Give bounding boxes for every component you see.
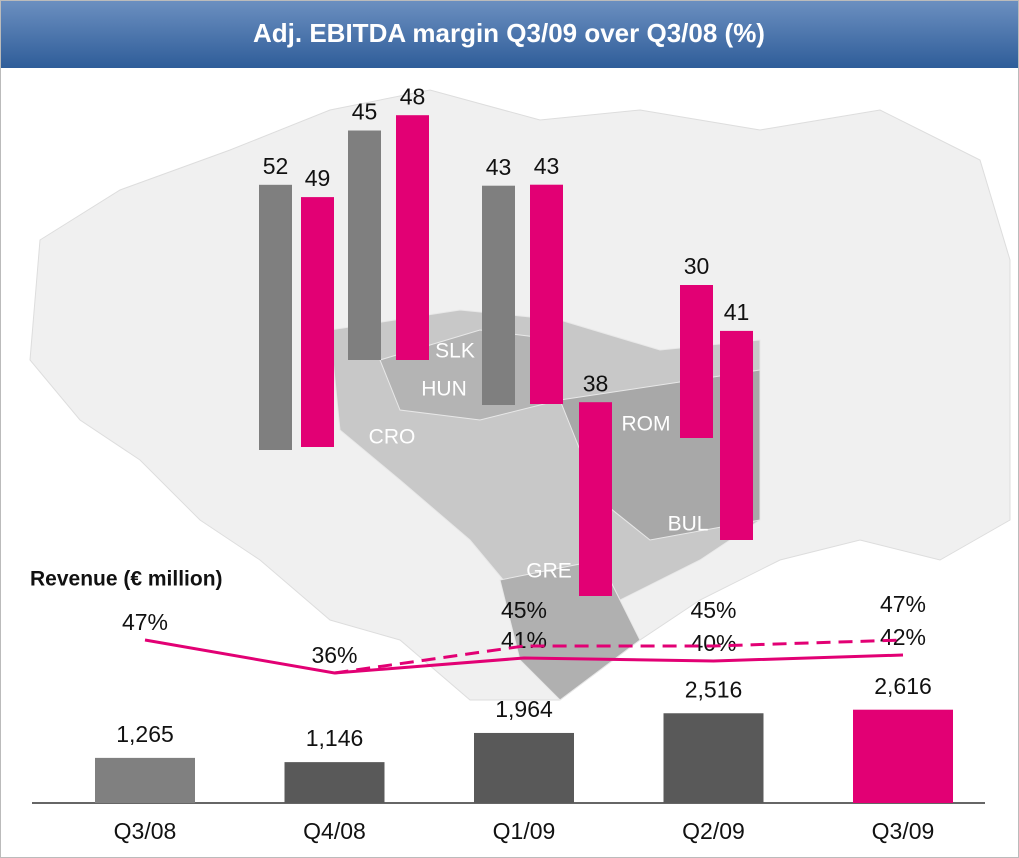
country-label: GRE [526, 560, 572, 583]
margin-bar [482, 185, 515, 405]
revenue-bar [663, 713, 764, 803]
x-tick-label: Q2/09 [682, 818, 745, 844]
margin-bar [301, 197, 334, 447]
revenue-label: 1,265 [116, 721, 174, 747]
country-label: BUL [668, 513, 709, 536]
margin-label: 41 [724, 299, 750, 325]
percent-label: 40% [690, 630, 736, 656]
percent-line [334, 638, 904, 675]
x-tick-label: Q3/09 [872, 818, 935, 844]
margin-label: 43 [486, 154, 512, 180]
percent-label: 47% [122, 609, 168, 635]
margin-label: 48 [400, 83, 426, 109]
margin-label: 30 [684, 253, 710, 279]
margin-label: 52 [263, 153, 289, 179]
percent-label: 47% [880, 591, 926, 617]
title-bar [1, 1, 1018, 68]
percent-label: 41% [501, 627, 547, 653]
margin-label: 49 [305, 165, 331, 191]
x-tick-label: Q4/08 [303, 818, 366, 844]
revenue-bar [853, 709, 953, 803]
country-label: SLK [435, 340, 475, 363]
margin-bar [396, 115, 429, 360]
revenue-label: Revenue (€ million) [30, 568, 223, 591]
revenue-label: 2,516 [685, 676, 743, 702]
percent-label: 42% [880, 624, 926, 650]
percent-label: 36% [311, 642, 357, 668]
margin-label: 43 [534, 153, 560, 179]
country-label: ROM [622, 413, 671, 436]
x-tick-label: Q3/08 [114, 818, 177, 844]
country-label: CRO [369, 426, 416, 449]
percent-label: 45% [501, 597, 547, 623]
revenue-label: 2,616 [874, 673, 932, 699]
margin-bar [720, 330, 753, 540]
margin-bar [259, 184, 292, 451]
country-label: HUN [421, 378, 467, 401]
revenue-label: 1,146 [306, 725, 364, 751]
x-tick-label: Q1/09 [493, 818, 556, 844]
margin-label: 45 [352, 99, 378, 125]
margin-bar [348, 130, 381, 360]
revenue-bar [95, 757, 195, 803]
margin-bar [530, 184, 563, 404]
chart-title: Adj. EBITDA margin Q3/09 over Q3/08 (%) [253, 18, 765, 48]
percent-line [144, 638, 904, 675]
margin-bar [579, 402, 612, 596]
revenue-bar [284, 762, 385, 803]
percent-label: 45% [690, 597, 736, 623]
revenue-label: 1,964 [495, 696, 553, 722]
margin-label: 38 [583, 370, 609, 396]
margin-bar [680, 285, 713, 438]
revenue-bar [474, 732, 574, 803]
